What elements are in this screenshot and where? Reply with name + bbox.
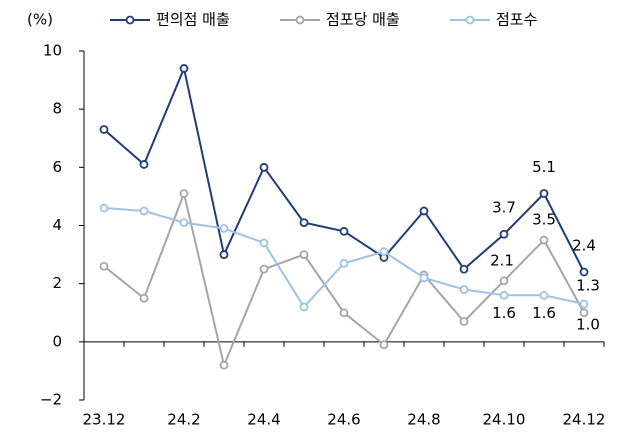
y-axis-label: (%) (27, 11, 53, 29)
data-point (179, 64, 189, 73)
x-tick-label: 24.2 (167, 411, 200, 429)
data-point (339, 226, 349, 236)
data-point (179, 218, 189, 227)
y-tick-label: −2 (40, 391, 62, 409)
y-tick-label: 0 (52, 332, 62, 350)
y-tick-label: 4 (52, 216, 62, 234)
data-label: 1.6 (492, 304, 516, 322)
legend-label: 점포당 매출 (326, 11, 400, 29)
data-point (139, 160, 149, 169)
x-tick-label: 23.12 (83, 411, 126, 429)
data-point (139, 293, 149, 303)
y-tick-label: 8 (52, 100, 62, 118)
data-point (259, 162, 269, 172)
data-point (499, 229, 509, 239)
data-point (579, 267, 589, 277)
data-point (499, 290, 509, 300)
data-point (139, 206, 149, 216)
legend-marker (125, 15, 135, 25)
data-point (539, 189, 549, 198)
data-label: 2.1 (490, 251, 514, 269)
y-tick-label: 10 (43, 42, 62, 60)
legend-label: 점포수 (496, 11, 537, 29)
y-tick-label: 6 (52, 158, 62, 176)
data-point (259, 238, 269, 248)
data-point (299, 218, 309, 227)
data-point (99, 125, 109, 134)
data-label: 1.3 (576, 277, 600, 295)
data-point (99, 261, 109, 271)
data-point (499, 276, 509, 286)
data-point (459, 285, 469, 294)
data-label: 1.6 (532, 304, 556, 322)
data-point (579, 299, 589, 309)
data-point (219, 224, 229, 233)
legend-marker (295, 15, 305, 25)
data-point (459, 317, 469, 326)
data-point (219, 250, 229, 259)
data-point (99, 203, 109, 213)
data-label: 2.4 (572, 237, 596, 255)
data-point (459, 264, 469, 274)
data-point (339, 258, 349, 268)
legend-label: 편의점 매출 (156, 11, 230, 29)
data-point (379, 247, 389, 257)
data-point (219, 360, 229, 370)
data-point (419, 206, 429, 216)
x-tick-label: 24.4 (247, 411, 280, 429)
data-point (339, 308, 349, 318)
data-label: 5.1 (532, 158, 556, 176)
x-tick-label: 24.12 (563, 411, 606, 429)
legend-marker (465, 15, 475, 25)
y-tick-label: 2 (52, 274, 62, 292)
data-point (539, 235, 549, 245)
data-point (539, 290, 549, 300)
data-point (379, 340, 389, 350)
data-label: 3.5 (532, 211, 556, 229)
data-point (259, 264, 269, 274)
x-tick-label: 24.10 (483, 411, 526, 429)
data-point (579, 308, 589, 318)
x-tick-label: 24.8 (407, 411, 440, 429)
data-point (299, 250, 309, 259)
data-label: 3.7 (492, 199, 516, 217)
data-point (299, 302, 309, 312)
data-point (419, 273, 429, 283)
data-label: 1.0 (576, 315, 600, 333)
series-line (103, 65, 585, 273)
x-tick-label: 24.6 (327, 411, 360, 429)
data-point (179, 189, 189, 198)
